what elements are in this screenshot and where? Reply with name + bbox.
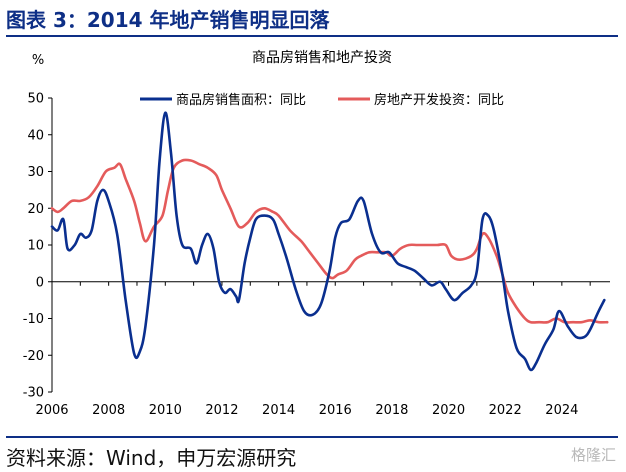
- x-tick-label: 2022: [489, 403, 522, 418]
- x-tick-label: 2010: [149, 403, 182, 418]
- y-tick-label: 30: [27, 165, 44, 180]
- y-tick-label: 50: [27, 92, 44, 107]
- y-tick-label: -30: [23, 386, 44, 401]
- legend-investment-label: 房地产开发投资：同比: [374, 92, 504, 108]
- series-line-investment: [50, 158, 609, 324]
- y-tick-label: 10: [27, 239, 44, 254]
- title-rule: [6, 35, 618, 37]
- x-tick-label: 2016: [319, 403, 352, 418]
- x-tick-label: 2018: [375, 403, 408, 418]
- plot-lines: [50, 111, 609, 372]
- y-tick-label: -10: [23, 312, 44, 327]
- y-tick-label: 0: [36, 275, 44, 290]
- x-tick-label: 2012: [205, 403, 238, 418]
- x-tick-label: 2008: [92, 403, 125, 418]
- x-tick-label: 2014: [262, 403, 295, 418]
- x-tick-label: 2020: [432, 403, 465, 418]
- series-line-sales-area: [50, 111, 606, 372]
- x-tick-label: 2006: [35, 403, 68, 418]
- x-tick-label: 2024: [545, 403, 578, 418]
- watermark-logo: 格隆汇: [570, 446, 616, 464]
- legend-sales-label: 商品房销售面积：同比: [176, 92, 306, 108]
- chart-legend: 商品房销售面积：同比 房地产开发投资：同比: [140, 92, 504, 108]
- y-tick-label: 20: [27, 202, 44, 217]
- figure-title: 图表 3：2014 年地产销售明显回落: [6, 8, 330, 32]
- y-axis-unit: %: [32, 53, 44, 68]
- y-tick-label: 40: [27, 128, 44, 143]
- source-note: 资料来源：Wind，申万宏源研究: [6, 446, 297, 470]
- chart-title: 商品房销售和地产投资: [252, 50, 392, 66]
- source-rule: [6, 436, 618, 438]
- y-tick-label: -20: [23, 349, 44, 364]
